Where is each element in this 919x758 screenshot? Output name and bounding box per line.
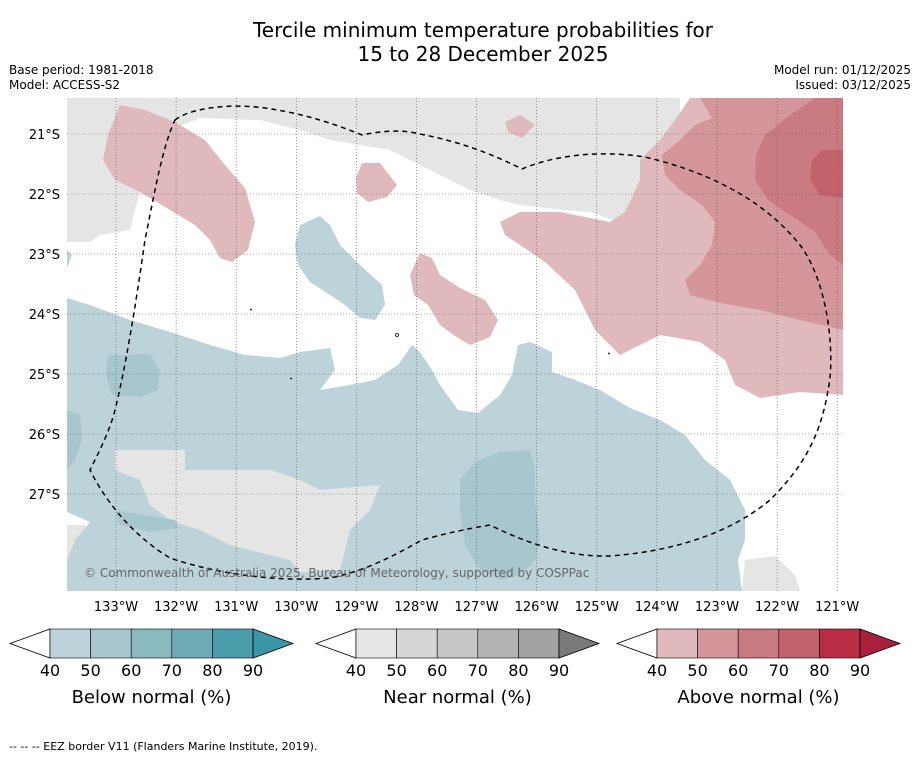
colorbar-tick-label: 40: [647, 661, 667, 680]
longitude-label: 127°W: [455, 600, 499, 615]
near-normal-region-south: [115, 450, 380, 572]
colorbar-tick-label: 90: [243, 661, 263, 680]
colorbar-tick-label: 40: [40, 661, 60, 680]
colorbar-segment: [90, 628, 132, 659]
above-normal-patch-tiny: [505, 115, 535, 138]
colorbar-tick-label: 80: [202, 661, 222, 680]
colorbar-low-arrow: [314, 628, 357, 659]
above-normal-region-60: [755, 98, 843, 265]
colorbar-tick-label: 70: [468, 661, 488, 680]
near-normal-region-southeast: [742, 556, 800, 591]
latitude-label: 26°S: [29, 428, 60, 443]
colorbar-tick-label: 60: [728, 661, 748, 680]
below-normal-label: Below normal (%): [72, 687, 232, 708]
colorbar-segment: [737, 628, 780, 659]
colorbar-segment: [212, 628, 254, 659]
above-normal-patch-center: [410, 253, 498, 345]
colorbar-high-arrow: [558, 628, 601, 659]
below-normal-region-50-east: [460, 450, 540, 580]
longitude-label: 133°W: [94, 600, 138, 615]
above-normal-colorbar: 40 50 60 70 80 90 Above normal (%): [615, 628, 902, 708]
map-title: Tercile minimum temperature probabilitie…: [0, 18, 919, 66]
meta-right: Model run: 01/12/2025 Issued: 03/12/2025: [774, 63, 911, 93]
colorbar-segment: [656, 628, 698, 659]
colorbar-segment: [819, 628, 861, 659]
latitude-label: 24°S: [29, 308, 60, 323]
colorbar-tick-label: 80: [508, 661, 528, 680]
colorbar-tick-label: 70: [162, 661, 182, 680]
longitude-label: 124°W: [635, 600, 679, 615]
colorbar-tick-label: 90: [549, 661, 569, 680]
near-normal-label: Near normal (%): [383, 687, 532, 708]
colorbar-tick-label: 50: [687, 661, 707, 680]
graticule: [67, 98, 843, 591]
above-normal-label: Above normal (%): [677, 687, 839, 708]
model-name: Model: ACCESS-S2: [9, 78, 121, 92]
meta-left: Base period: 1981-2018 Model: ACCESS-S2: [9, 63, 154, 93]
colorbar-segment: [355, 628, 397, 659]
below-normal-region-50-edge: [67, 410, 82, 470]
island-marker: [249, 308, 253, 311]
colorbar-tick-label: 50: [386, 661, 406, 680]
colorbar-low-arrow: [615, 628, 658, 659]
colorbar-segment: [778, 628, 820, 659]
longitude-label: 126°W: [515, 600, 559, 615]
colorbar-tick-label: 70: [769, 661, 789, 680]
colorbar-tick-label: 60: [427, 661, 447, 680]
colorbar-high-arrow: [859, 628, 902, 659]
colorbar-segment: [477, 628, 519, 659]
model-run: Model run: 01/12/2025: [773, 63, 911, 77]
below-normal-colorbar: 40 50 60 70 80 90 Below normal (%): [8, 628, 295, 708]
longitude-label: 122°W: [755, 600, 799, 615]
latitude-label: 21°S: [29, 128, 60, 143]
longitude-label: 123°W: [695, 600, 739, 615]
eez-legend-note: -- -- -- EEZ border V11 (Flanders Marine…: [9, 740, 318, 753]
probability-field: [67, 98, 843, 591]
above-normal-patch-west: [103, 105, 255, 262]
copyright-notice: © Commonwealth of Australia 2025, Bureau…: [84, 566, 589, 580]
latitude-label: 23°S: [29, 248, 60, 263]
longitude-label: 121°W: [815, 600, 859, 615]
below-normal-patch-north: [295, 216, 385, 320]
island-marker: [395, 333, 399, 337]
above-normal-region-70: [810, 150, 843, 198]
latitude-label: 22°S: [29, 188, 60, 203]
longitude-label: 131°W: [214, 600, 258, 615]
near-normal-colorbar: 40 50 60 70 80 90 Near normal (%): [314, 628, 601, 708]
colorbar-segment: [518, 628, 560, 659]
colorbar-tick-label: 50: [80, 661, 100, 680]
below-normal-region-50-west: [106, 354, 160, 397]
axis-labels: 21°S 22°S 23°S 24°S 25°S 26°S 27°S 133°W 132°W 13…: [29, 128, 860, 615]
latitude-label: 27°S: [29, 488, 60, 503]
title-line-1: Tercile minimum temperature probabilitie…: [252, 18, 714, 42]
colorbars: 40 50 60 70 80 90 Below normal (%) 40 50 60 70 80 90…: [8, 628, 902, 708]
colorbar-segment: [130, 628, 173, 659]
title-line-2: 15 to 28 December 2025: [357, 42, 609, 66]
colorbar-tick-label: 60: [121, 661, 141, 680]
below-normal-patch-edge: [67, 250, 72, 268]
longitude-label: 130°W: [274, 600, 318, 615]
latitude-label: 25°S: [29, 368, 60, 383]
colorbar-segment: [697, 628, 739, 659]
longitude-label: 128°W: [394, 600, 438, 615]
colorbar-tick-label: 40: [346, 661, 366, 680]
longitude-label: 125°W: [575, 600, 619, 615]
eez-border: [89, 105, 832, 580]
base-period: Base period: 1981-2018: [9, 63, 154, 77]
colorbar-segment: [49, 628, 91, 659]
longitude-label: 132°W: [154, 600, 198, 615]
colorbar-segment: [436, 628, 479, 659]
issued-date: Issued: 03/12/2025: [795, 78, 911, 92]
above-normal-patch-small: [356, 163, 397, 202]
colorbar-high-arrow: [252, 628, 295, 659]
island-marker: [289, 377, 293, 380]
colorbar-segment: [171, 628, 213, 659]
longitude-label: 129°W: [334, 600, 378, 615]
island-marker: [607, 352, 611, 355]
colorbar-tick-label: 90: [850, 661, 870, 680]
colorbar-tick-label: 80: [809, 661, 829, 680]
colorbar-low-arrow: [8, 628, 51, 659]
colorbar-segment: [396, 628, 438, 659]
